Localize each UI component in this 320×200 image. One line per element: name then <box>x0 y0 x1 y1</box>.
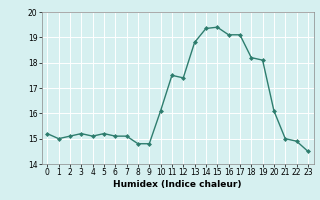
X-axis label: Humidex (Indice chaleur): Humidex (Indice chaleur) <box>113 180 242 189</box>
